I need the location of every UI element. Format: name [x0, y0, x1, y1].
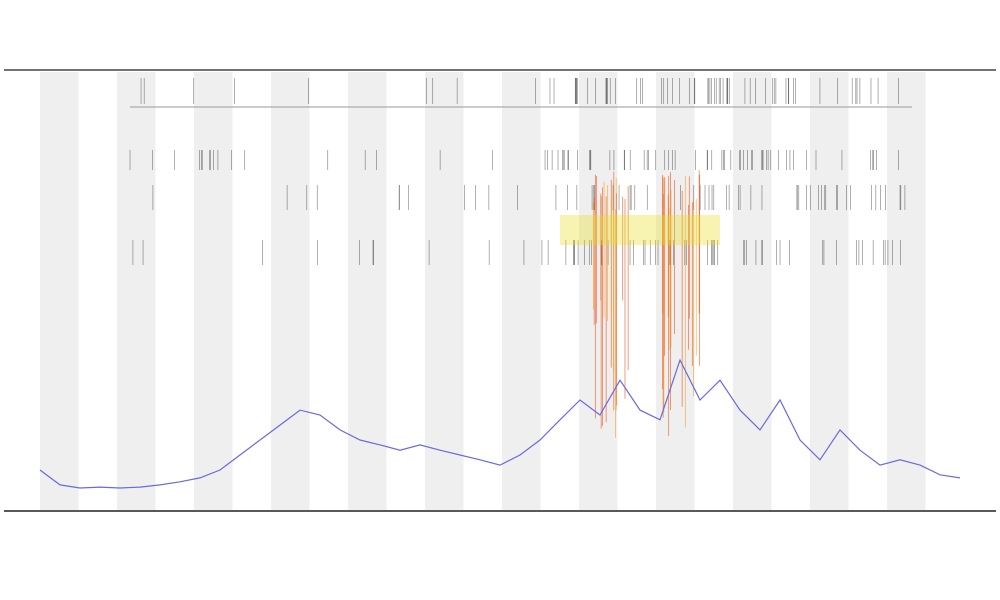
band — [887, 72, 926, 510]
plot — [39, 358, 961, 489]
band — [425, 72, 464, 510]
highlight — [560, 215, 720, 245]
event-marks — [129, 78, 906, 438]
background-bands — [40, 72, 926, 510]
band — [271, 72, 310, 510]
band — [40, 72, 79, 510]
band — [810, 72, 849, 510]
band — [348, 72, 387, 510]
band — [502, 72, 541, 510]
band — [194, 72, 233, 510]
band — [117, 72, 156, 510]
series-line — [39, 358, 961, 489]
band — [733, 72, 772, 510]
